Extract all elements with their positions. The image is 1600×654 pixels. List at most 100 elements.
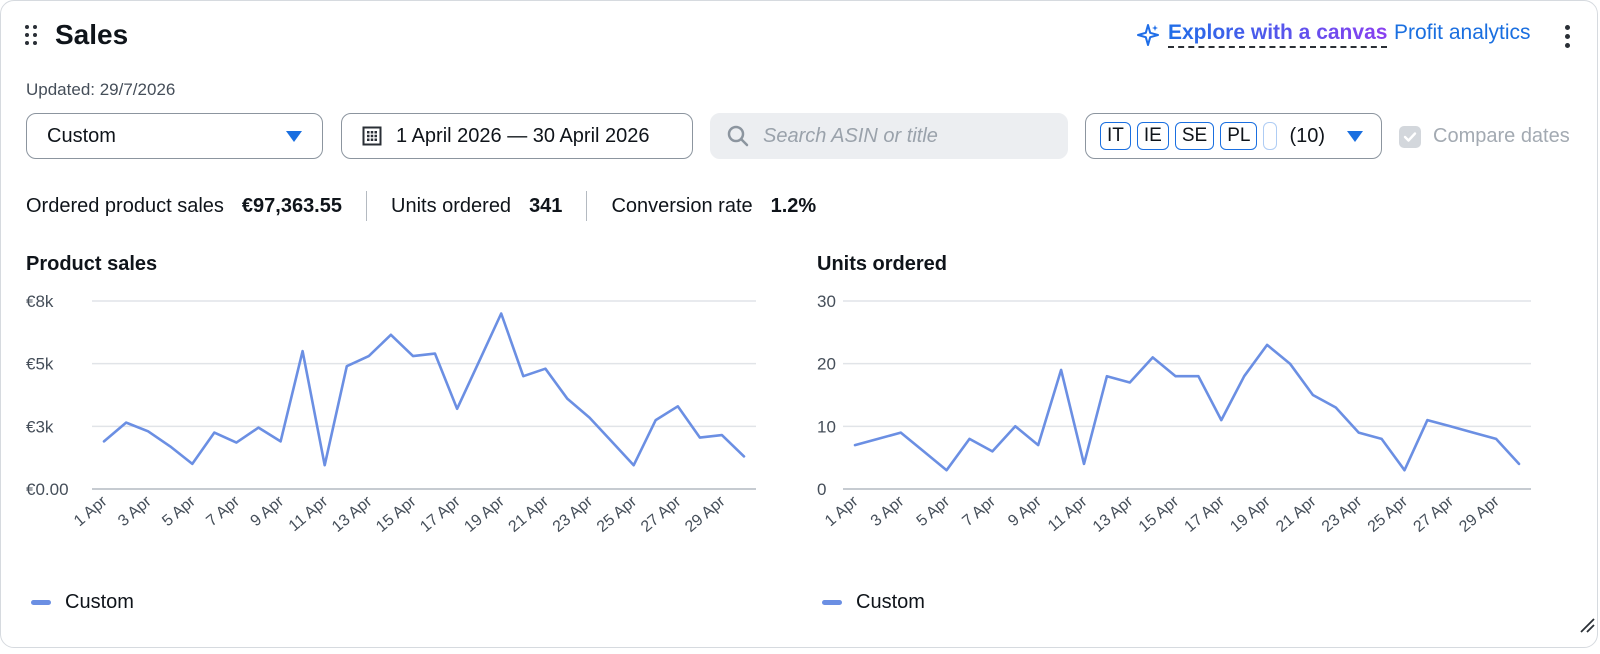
data-point[interactable]	[715, 428, 729, 442]
data-point[interactable]	[163, 439, 177, 453]
data-point[interactable]	[940, 463, 954, 477]
x-tick-label: 15 Apr	[1136, 493, 1183, 536]
data-point[interactable]	[362, 349, 376, 363]
data-point[interactable]	[1077, 457, 1091, 471]
data-point[interactable]	[627, 458, 641, 472]
data-point[interactable]	[538, 362, 552, 376]
compare-dates-toggle[interactable]: Compare dates	[1399, 125, 1570, 148]
metric-conversion: Conversion rate 1.2%	[611, 195, 816, 218]
data-point[interactable]	[274, 434, 288, 448]
series-line[interactable]	[102, 312, 746, 467]
data-point[interactable]	[583, 411, 597, 425]
data-point[interactable]	[296, 344, 310, 358]
data-point[interactable]	[605, 434, 619, 448]
explore-canvas-link[interactable]: Explore with a canvas	[1136, 21, 1388, 48]
data-point[interactable]	[229, 436, 243, 450]
data-point[interactable]	[1100, 369, 1114, 383]
data-point[interactable]	[185, 457, 199, 471]
data-point[interactable]	[340, 359, 354, 373]
x-tick-label: 25 Apr	[594, 493, 641, 536]
y-tick-label: 10	[817, 417, 836, 436]
data-point[interactable]	[1237, 369, 1251, 383]
data-point[interactable]	[472, 354, 486, 368]
metric-label: Units ordered	[391, 194, 512, 217]
compare-dates-label: Compare dates	[1433, 125, 1570, 147]
data-point[interactable]	[1398, 463, 1412, 477]
data-point[interactable]	[1169, 369, 1183, 383]
x-tick-label: 3 Apr	[115, 493, 155, 530]
x-tick-label: 7 Apr	[959, 493, 999, 530]
data-point[interactable]	[1260, 338, 1274, 352]
data-point[interactable]	[1466, 426, 1480, 440]
date-range-picker[interactable]: 1 April 2026 — 30 April 2026	[341, 113, 693, 159]
data-point[interactable]	[207, 426, 221, 440]
x-tick-label: 23 Apr	[1319, 493, 1366, 536]
chart-title-product-sales: Product sales	[26, 253, 158, 275]
data-point[interactable]	[693, 431, 707, 445]
product-sales-chart: €0.00€3k€5k€8k1 Apr 3 Apr 5 Apr 7 Apr 9 Apr1…	[26, 292, 756, 536]
data-point[interactable]	[1352, 426, 1366, 440]
chart-legend-product-sales[interactable]: Custom	[31, 591, 134, 614]
chart-legend-units-ordered[interactable]: Custom	[822, 591, 925, 614]
data-point[interactable]	[649, 413, 663, 427]
x-tick-label: 29 Apr	[1456, 493, 1503, 536]
x-tick-label: 21 Apr	[1273, 493, 1320, 536]
data-point[interactable]	[1031, 438, 1045, 452]
data-point[interactable]	[97, 434, 111, 448]
data-point[interactable]	[119, 416, 133, 430]
data-point[interactable]	[985, 444, 999, 458]
data-point[interactable]	[384, 328, 398, 342]
data-point[interactable]	[1146, 350, 1160, 364]
data-point[interactable]	[1489, 432, 1503, 446]
data-point[interactable]	[450, 402, 464, 416]
data-point[interactable]	[1054, 363, 1068, 377]
x-tick-label: 29 Apr	[682, 493, 729, 536]
units-ordered-chart: 0 10 20 30 1 Apr 3 Apr 5 Apr 7 Apr 9 Apr 11 Apr 13…	[817, 292, 1531, 536]
data-point[interactable]	[917, 444, 931, 458]
data-point[interactable]	[516, 369, 530, 383]
data-point[interactable]	[141, 424, 155, 438]
data-point[interactable]	[894, 426, 908, 440]
checkbox-checked-icon[interactable]	[1399, 125, 1421, 148]
data-point[interactable]	[1420, 413, 1434, 427]
data-point[interactable]	[1191, 369, 1205, 383]
data-point[interactable]	[737, 449, 751, 463]
data-point[interactable]	[1306, 388, 1320, 402]
updated-timestamp: Updated: 29/7/2026	[26, 80, 176, 99]
data-point[interactable]	[1512, 457, 1526, 471]
data-point[interactable]	[494, 307, 508, 321]
data-point[interactable]	[848, 438, 862, 452]
kebab-menu-icon[interactable]	[1565, 25, 1571, 49]
series-line[interactable]	[853, 343, 1521, 472]
data-point[interactable]	[318, 458, 332, 472]
market-chip[interactable]: SE	[1174, 122, 1215, 150]
y-tick-label: 20	[817, 355, 836, 374]
data-point[interactable]	[1123, 375, 1137, 389]
data-point[interactable]	[871, 432, 885, 446]
data-point[interactable]	[962, 432, 976, 446]
drag-handle-icon[interactable]	[25, 25, 39, 47]
data-point[interactable]	[1375, 432, 1389, 446]
x-tick-label: 11 Apr	[1045, 493, 1091, 535]
x-tick-label: 21 Apr	[506, 493, 553, 536]
y-tick-label: 30	[817, 292, 836, 311]
profit-analytics-link[interactable]: Profit analytics	[1394, 21, 1531, 44]
resize-handle-icon[interactable]	[1579, 617, 1595, 633]
chevron-down-icon	[1347, 130, 1364, 142]
data-point[interactable]	[1329, 401, 1343, 415]
data-point[interactable]	[1283, 357, 1297, 371]
search-input[interactable]: Search ASIN or title	[710, 113, 1068, 159]
data-point[interactable]	[251, 421, 265, 435]
marketplace-multiselect[interactable]: IT IE SE PL . (10)	[1085, 113, 1382, 159]
market-chip[interactable]: IT	[1100, 122, 1131, 150]
data-point[interactable]	[428, 347, 442, 361]
market-chip[interactable]: PL	[1220, 122, 1258, 150]
period-select[interactable]: Custom	[26, 113, 323, 159]
data-point[interactable]	[1008, 419, 1022, 433]
data-point[interactable]	[671, 399, 685, 413]
data-point[interactable]	[1443, 419, 1457, 433]
data-point[interactable]	[406, 349, 420, 363]
data-point[interactable]	[560, 392, 574, 406]
market-chip[interactable]: IE	[1136, 122, 1169, 150]
data-point[interactable]	[1214, 413, 1228, 427]
